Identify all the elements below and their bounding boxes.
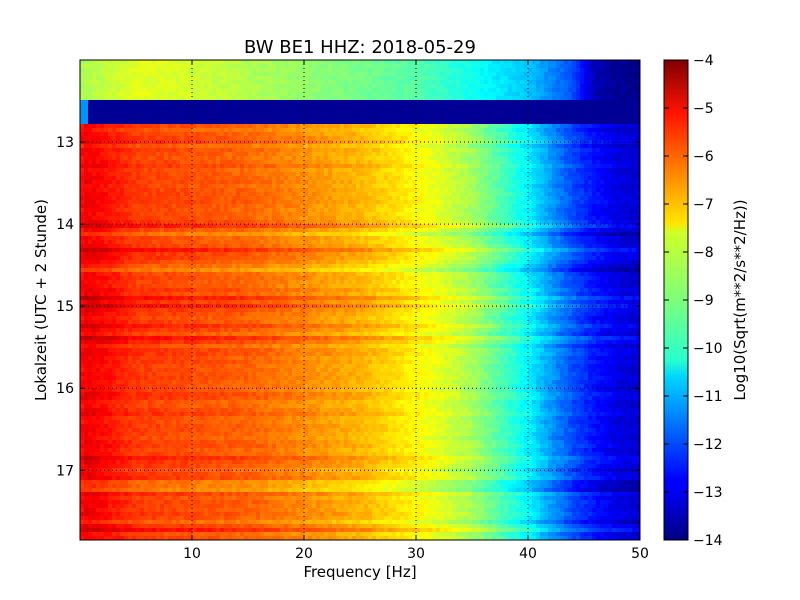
x-tick-label: 10 <box>183 546 201 562</box>
x-tick-label: 30 <box>407 546 425 562</box>
y-tick-label: 15 <box>56 299 74 315</box>
y-tick-label: 13 <box>56 135 74 151</box>
colorbar-tick-label: −11 <box>693 389 723 405</box>
colorbar-tick-label: −7 <box>693 197 714 213</box>
grid-lines <box>80 60 640 540</box>
colorbar-tick-label: −14 <box>693 533 723 549</box>
x-tick-label: 50 <box>631 546 649 562</box>
plot-frame <box>79 59 641 541</box>
colorbar-tick-label: −6 <box>693 149 714 165</box>
y-tick-label: 17 <box>56 463 74 479</box>
colorbar-tick-label: −4 <box>693 53 714 69</box>
y-tick-label: 16 <box>56 381 74 397</box>
y-tick-label: 14 <box>56 217 74 233</box>
colorbar-tick-label: −12 <box>693 437 723 453</box>
y-axis-label: Lokalzeit (UTC + 2 Stunde) <box>32 199 50 401</box>
colorbar-ticks: −4 −5 −6 −7 −8 −9 −10 −11 −12 −13 −14 <box>664 53 723 549</box>
x-tick-label: 20 <box>295 546 313 562</box>
colorbar-label: Log10(Sqrt(m**2/s**2/Hz)) <box>731 199 749 400</box>
y-axis-ticks: 13 14 15 16 17 <box>56 135 640 479</box>
colorbar-tick-label: −13 <box>693 485 723 501</box>
colorbar-tick-label: −8 <box>693 245 714 261</box>
x-tick-label: 40 <box>519 546 537 562</box>
colorbar-tick-label: −9 <box>693 293 714 309</box>
x-axis-label: Frequency [Hz] <box>303 563 416 581</box>
colorbar-tick-label: −10 <box>693 341 723 357</box>
spectrogram-heatmap <box>80 60 640 540</box>
colorbar-tick-label: −5 <box>693 101 714 117</box>
chart-title: BW BE1 HHZ: 2018-05-29 <box>244 37 476 58</box>
x-axis-ticks: 10 20 30 40 50 <box>183 60 649 562</box>
